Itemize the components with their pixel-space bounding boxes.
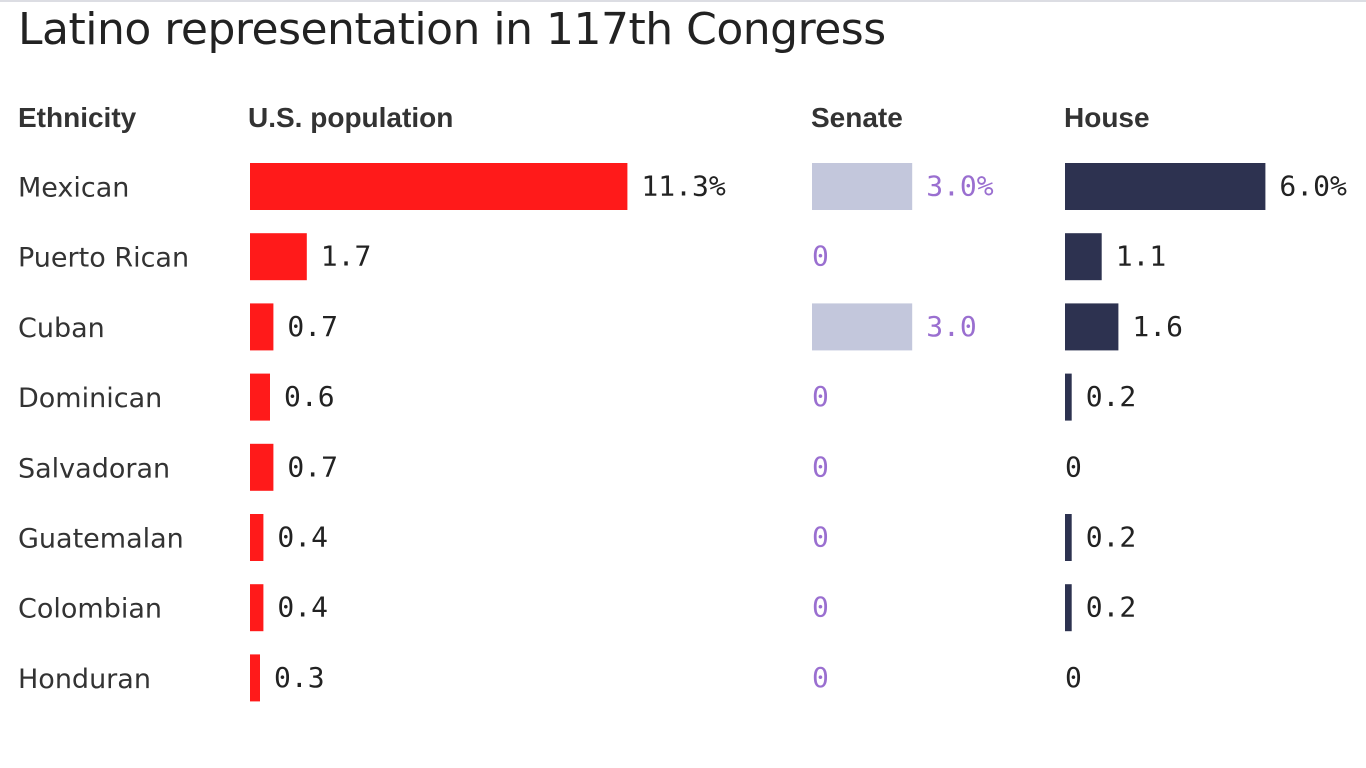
house-value-label-cuban: 1.6 <box>1132 310 1183 343</box>
senate-bar-mexican <box>812 163 913 210</box>
population-value-label-dominican: 0.6 <box>284 380 335 413</box>
population-bar-guatemalan <box>250 514 264 561</box>
category-label-salvadoran: Salvadoran <box>18 453 170 484</box>
house-bar-cuban <box>1065 303 1119 351</box>
population-bar-puerto-rican <box>250 233 307 281</box>
population-value-label-colombian: 0.4 <box>277 591 328 624</box>
population-value-label-puerto-rican: 1.7 <box>321 240 372 273</box>
house-value-label-honduran: 0 <box>1065 661 1082 694</box>
senate-value-label-colombian: 0 <box>812 591 829 624</box>
senate-value-label-cuban: 3.0 <box>926 310 977 343</box>
column-header-ethnicity: Ethnicity <box>18 102 137 133</box>
population-bar-cuban <box>250 303 274 351</box>
population-bar-salvadoran <box>250 443 274 491</box>
population-value-label-salvadoran: 0.7 <box>287 450 338 483</box>
category-label-dominican: Dominican <box>18 383 162 414</box>
house-value-label-colombian: 0.2 <box>1086 591 1137 624</box>
senate-value-label-dominican: 0 <box>812 380 829 413</box>
top-border <box>0 0 1366 2</box>
chart-title: Latino representation in 117th Congress <box>18 4 886 55</box>
population-bar-mexican <box>250 163 628 210</box>
house-value-label-mexican: 6.0% <box>1279 170 1347 203</box>
column-header-house: House <box>1064 102 1150 133</box>
house-bar-mexican <box>1065 163 1266 210</box>
category-label-mexican: Mexican <box>18 173 129 204</box>
population-value-label-mexican: 11.3% <box>641 170 725 203</box>
house-bar-colombian <box>1065 584 1072 632</box>
population-bar-honduran <box>250 654 260 702</box>
house-bar-dominican <box>1065 373 1072 421</box>
category-label-colombian: Colombian <box>18 594 162 625</box>
senate-value-label-mexican: 3.0% <box>926 170 994 203</box>
category-label-guatemalan: Guatemalan <box>18 524 184 555</box>
category-label-honduran: Honduran <box>18 664 151 695</box>
senate-value-label-guatemalan: 0 <box>812 521 829 554</box>
population-value-label-cuban: 0.7 <box>287 310 338 343</box>
column-header-senate: Senate <box>811 102 903 133</box>
population-bar-dominican <box>250 373 270 421</box>
house-value-label-puerto-rican: 1.1 <box>1116 240 1167 273</box>
house-bar-puerto-rican <box>1065 233 1102 281</box>
population-value-label-guatemalan: 0.4 <box>277 521 328 554</box>
category-label-puerto-rican: Puerto Rican <box>18 243 189 274</box>
senate-value-label-salvadoran: 0 <box>812 450 829 483</box>
population-bar-colombian <box>250 584 264 632</box>
category-label-cuban: Cuban <box>18 313 105 344</box>
column-header-population: U.S. population <box>248 102 454 133</box>
population-value-label-honduran: 0.3 <box>274 661 325 694</box>
senate-bar-cuban <box>812 303 913 351</box>
house-bar-guatemalan <box>1065 514 1072 561</box>
senate-value-label-puerto-rican: 0 <box>812 240 829 273</box>
house-value-label-salvadoran: 0 <box>1065 450 1082 483</box>
house-value-label-dominican: 0.2 <box>1086 380 1137 413</box>
house-value-label-guatemalan: 0.2 <box>1086 521 1137 554</box>
senate-value-label-honduran: 0 <box>812 661 829 694</box>
